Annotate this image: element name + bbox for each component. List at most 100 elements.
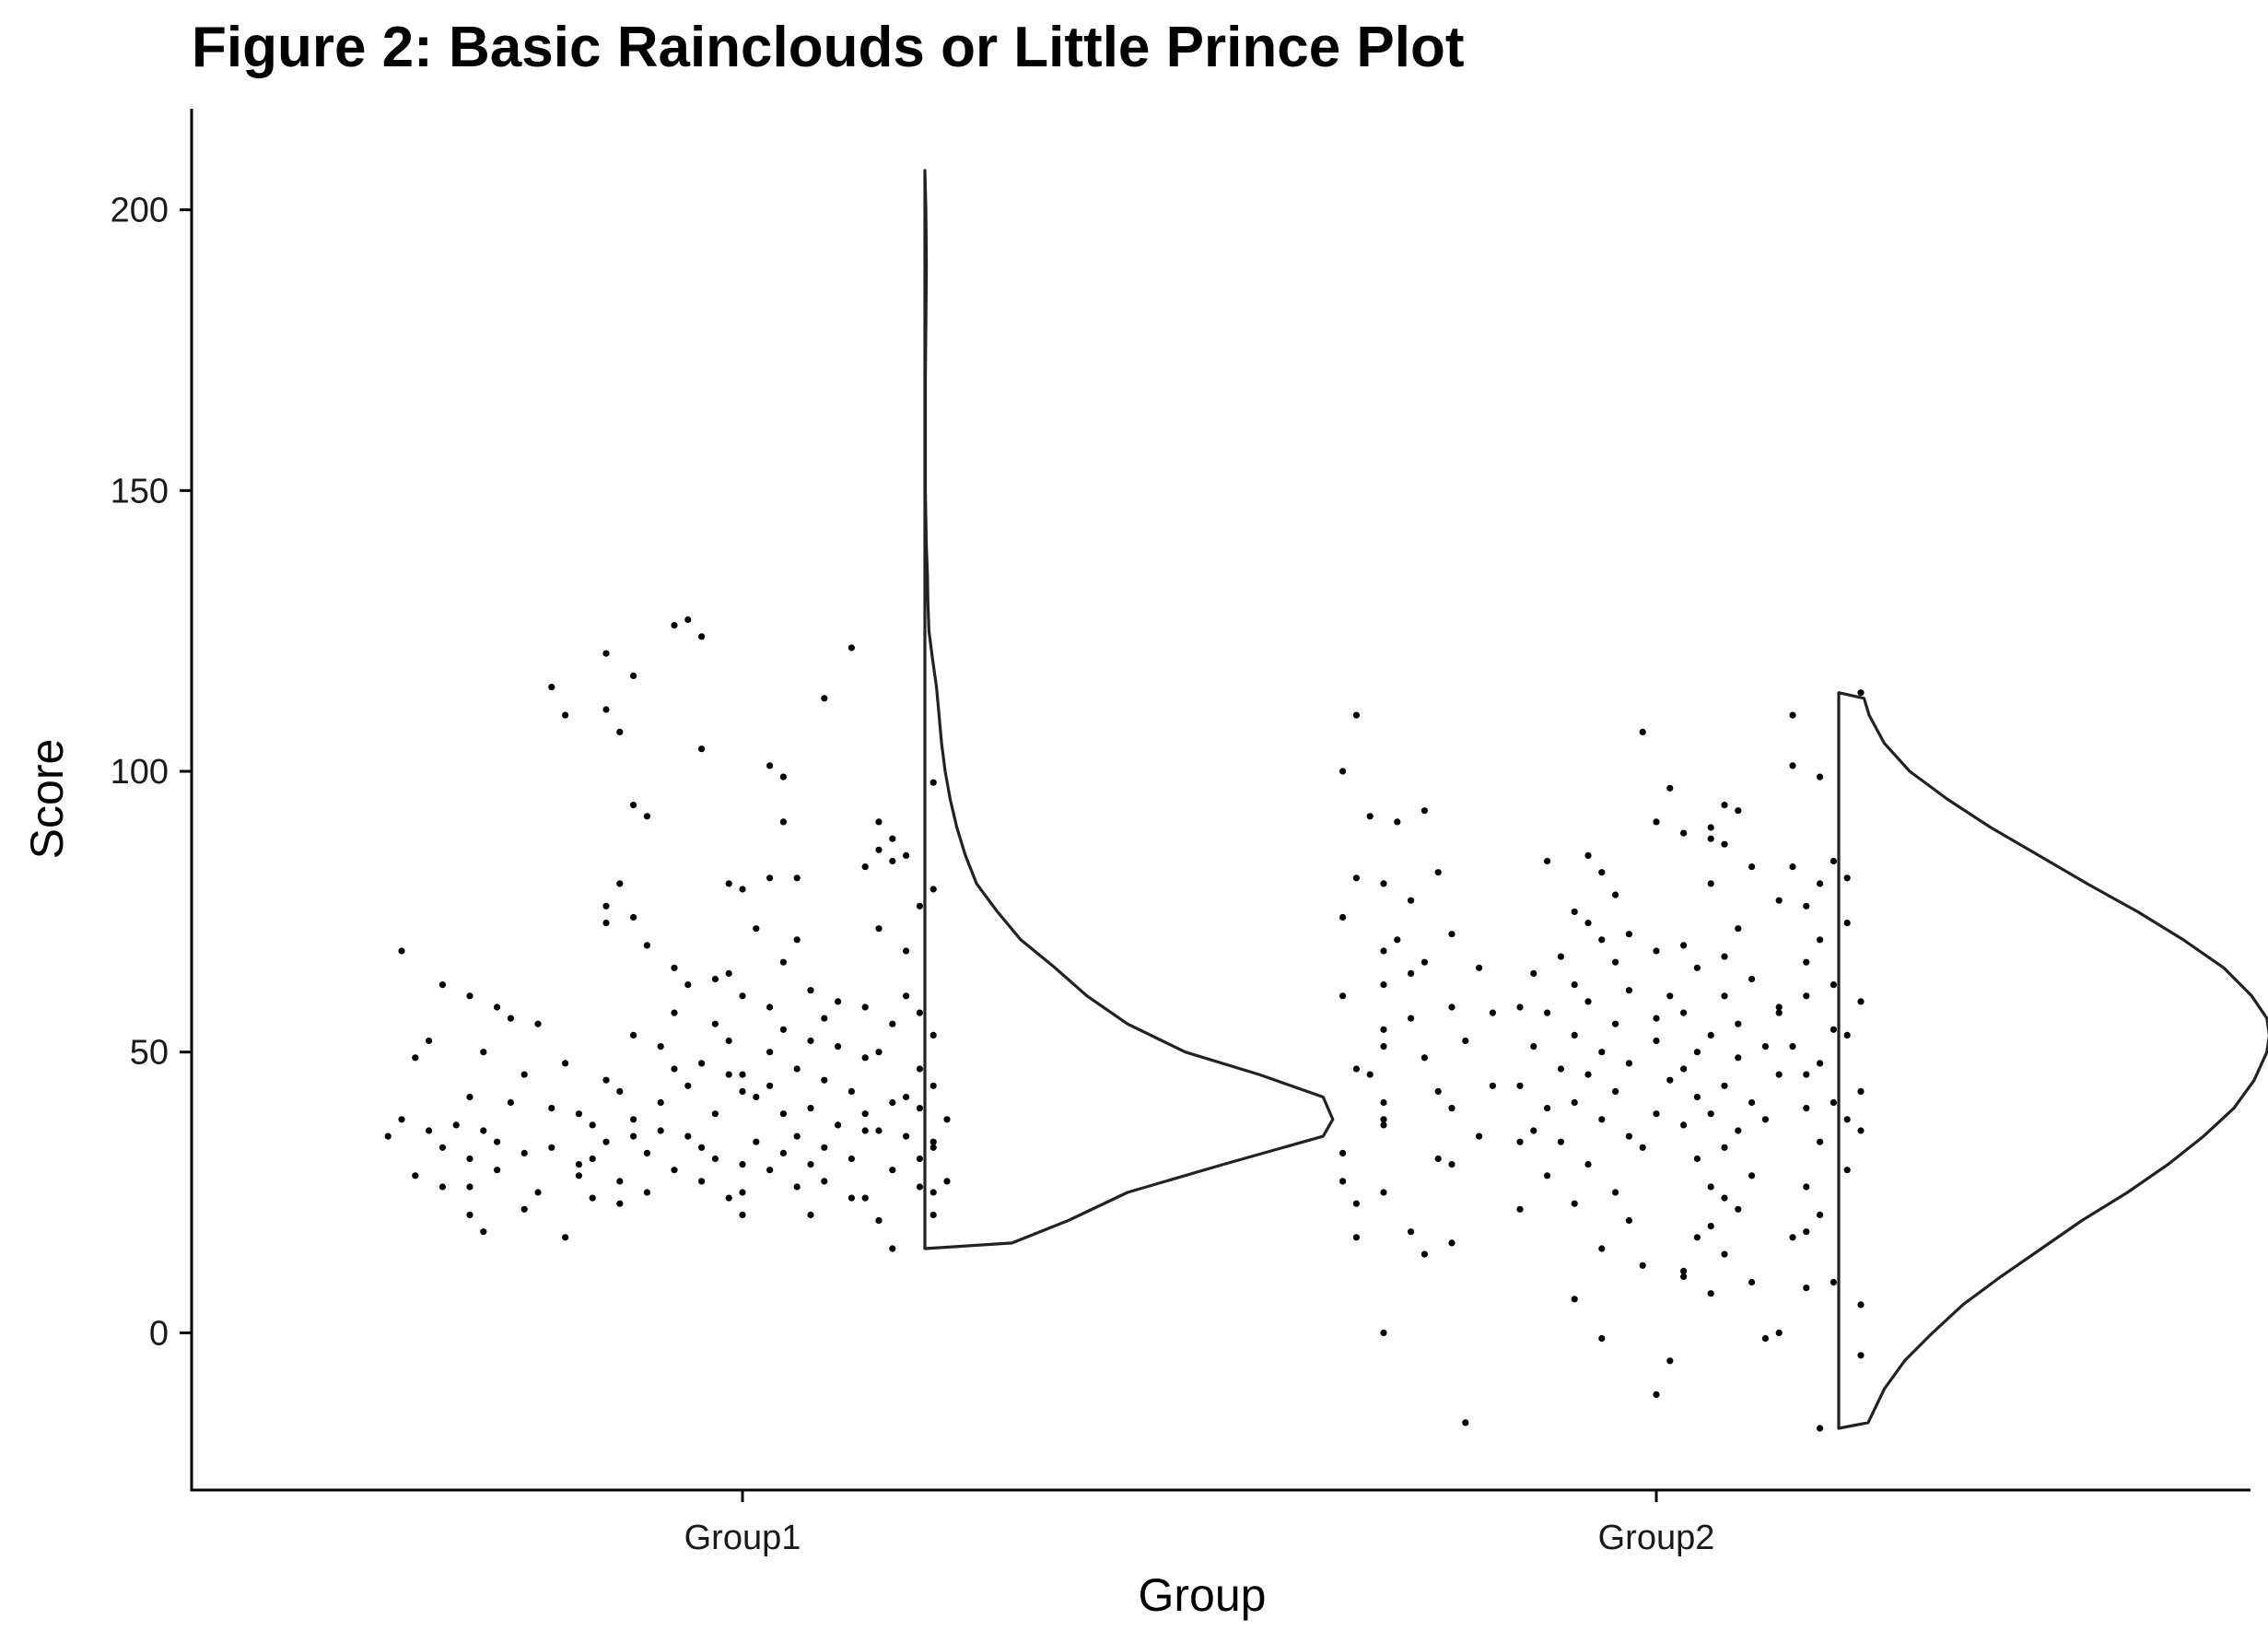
rain-point-group1 [520, 1149, 528, 1156]
rain-point-group2 [1735, 1205, 1742, 1213]
rain-point-group1 [753, 1093, 760, 1101]
rain-point-group1 [848, 1155, 856, 1163]
rain-point-group2 [1666, 1076, 1674, 1084]
rain-point-group2 [1830, 1026, 1837, 1033]
rain-point-group1 [602, 650, 610, 657]
rain-point-group2 [1680, 1121, 1688, 1129]
rain-point-group1 [589, 1121, 596, 1129]
rain-point-group2 [1693, 1234, 1701, 1241]
rain-point-group2 [1339, 913, 1347, 921]
rain-point-group1 [779, 818, 788, 826]
rain-point-group2 [1625, 931, 1632, 938]
y-axis-ticks: 0 50 100 150 200 [111, 192, 192, 1353]
rain-point-group1 [821, 695, 828, 702]
rain-point-group1 [657, 1043, 664, 1050]
rain-point-group1 [739, 886, 746, 893]
rain-point-group2 [1789, 711, 1796, 719]
rain-point-group2 [1775, 1009, 1783, 1016]
rain-point-group2 [1707, 1110, 1714, 1118]
rain-point-group2 [1680, 1267, 1688, 1274]
rain-point-group1 [821, 1178, 828, 1185]
rain-point-group1 [630, 1031, 637, 1039]
y-tick-label: 0 [149, 1314, 169, 1353]
rain-point-group1 [779, 958, 788, 966]
rain-point-group1 [494, 1167, 501, 1174]
rain-point-group2 [1489, 1082, 1496, 1089]
rain-point-group2 [1420, 958, 1428, 966]
rain-point-group2 [1366, 1071, 1374, 1078]
rain-point-group1 [438, 981, 446, 989]
rain-point-group2 [1789, 762, 1796, 769]
rain-point-group2 [1789, 1043, 1796, 1050]
rain-point-group2 [1571, 1200, 1578, 1207]
rain-point-group2 [1476, 1132, 1483, 1140]
rain-point-group2 [1843, 1167, 1851, 1174]
rain-point-group2 [1366, 813, 1374, 820]
rain-point-group1 [725, 1071, 732, 1078]
rain-point-group2 [1434, 869, 1442, 876]
rain-point-group1 [684, 1082, 692, 1089]
rain-point-group2 [1653, 1110, 1660, 1118]
rain-points-layer [384, 616, 1865, 1432]
rain-point-group2 [1761, 1043, 1769, 1050]
rain-point-group1 [698, 1060, 706, 1067]
rain-point-group2 [1612, 958, 1619, 966]
rain-point-group1 [807, 1037, 814, 1045]
rain-point-group1 [889, 1020, 896, 1027]
rain-point-group2 [1352, 1200, 1360, 1207]
rain-point-group2 [1693, 1049, 1701, 1056]
rain-point-group2 [1721, 953, 1728, 960]
rain-point-group2 [1775, 897, 1783, 904]
rain-point-group1 [643, 1189, 651, 1196]
rain-point-group2 [1803, 992, 1810, 1000]
rain-point-group2 [1639, 728, 1646, 736]
x-tick-label: Group1 [684, 1519, 801, 1557]
rain-point-group1 [766, 1003, 774, 1011]
rain-point-group1 [739, 1189, 746, 1196]
rain-point-group2 [1625, 1060, 1632, 1067]
rain-point-group1 [739, 1211, 746, 1218]
x-axis-ticks: Group1 Group2 [684, 1490, 1714, 1557]
rain-point-group1 [602, 902, 610, 910]
rain-point-group1 [480, 1127, 487, 1134]
rain-point-group2 [1530, 1127, 1537, 1134]
rain-point-group2 [1857, 1352, 1865, 1359]
rain-point-group1 [671, 622, 678, 629]
rain-point-group1 [438, 1144, 446, 1151]
rain-point-group1 [548, 1144, 555, 1151]
rain-point-group1 [520, 1205, 528, 1213]
rain-point-group2 [1339, 768, 1347, 775]
rain-point-group2 [1775, 1329, 1783, 1336]
rain-point-group1 [562, 1060, 569, 1067]
rain-point-group2 [1625, 1132, 1632, 1140]
rain-point-group2 [1639, 1144, 1646, 1151]
rain-point-group2 [1408, 1015, 1415, 1022]
rain-point-group2 [1544, 1105, 1551, 1112]
rain-point-group2 [1857, 1087, 1865, 1095]
rain-point-group2 [1476, 964, 1483, 971]
rain-point-group1 [889, 1098, 896, 1107]
plot-area [384, 169, 2268, 1432]
rain-point-group2 [1571, 981, 1578, 989]
rain-point-group2 [1612, 1087, 1619, 1095]
rain-point-group1 [903, 992, 910, 1000]
rain-point-group1 [861, 1110, 869, 1118]
rain-point-group1 [835, 1121, 842, 1129]
rain-point-group2 [1516, 1003, 1524, 1011]
rain-point-group1 [534, 1020, 542, 1027]
rain-point-group1 [793, 874, 801, 882]
rain-point-group2 [1639, 1262, 1646, 1269]
rain-point-group2 [1571, 908, 1578, 916]
rain-point-group1 [412, 1172, 419, 1179]
rain-point-group1 [793, 1065, 801, 1073]
rain-point-group2 [1598, 1049, 1606, 1056]
rain-point-group2 [1339, 1149, 1347, 1156]
y-tick-label: 200 [111, 192, 169, 230]
rain-point-group2 [1817, 1138, 1824, 1145]
rain-point-group2 [1707, 1223, 1714, 1230]
rain-point-group1 [903, 947, 910, 955]
rain-point-group1 [684, 616, 692, 624]
rain-point-group2 [1380, 1116, 1387, 1123]
rain-point-group1 [412, 1054, 419, 1062]
rain-point-group1 [630, 1116, 637, 1123]
